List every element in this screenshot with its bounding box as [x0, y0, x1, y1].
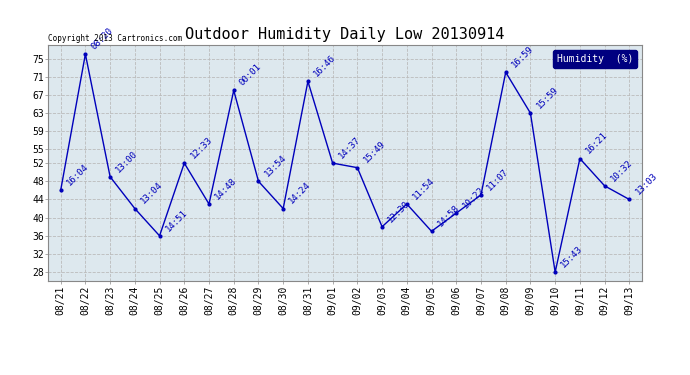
Text: 13:54: 13:54: [263, 153, 288, 178]
Text: 12:33: 12:33: [188, 135, 214, 160]
Text: 13:00: 13:00: [115, 148, 139, 174]
Text: 15:59: 15:59: [535, 85, 560, 110]
Text: 14:58: 14:58: [435, 203, 461, 228]
Text: 15:49: 15:49: [362, 140, 387, 165]
Text: 10:32: 10:32: [609, 158, 634, 183]
Text: 16:59: 16:59: [510, 44, 535, 69]
Text: 08:20: 08:20: [90, 26, 115, 51]
Text: 11:54: 11:54: [411, 176, 436, 201]
Text: 14:51: 14:51: [164, 208, 189, 233]
Text: 16:21: 16:21: [584, 130, 609, 156]
Text: 14:48: 14:48: [213, 176, 239, 201]
Text: 13:04: 13:04: [139, 180, 164, 206]
Text: 14:37: 14:37: [337, 135, 362, 160]
Text: 16:04: 16:04: [65, 162, 90, 188]
Text: 14:24: 14:24: [287, 180, 313, 206]
Legend: Humidity  (%): Humidity (%): [553, 50, 637, 68]
Text: 15:43: 15:43: [560, 244, 584, 269]
Title: Outdoor Humidity Daily Low 20130914: Outdoor Humidity Daily Low 20130914: [186, 27, 504, 42]
Text: Copyright 2013 Cartronics.com: Copyright 2013 Cartronics.com: [48, 34, 182, 43]
Text: 13:03: 13:03: [633, 171, 659, 197]
Text: 10:22: 10:22: [460, 185, 486, 210]
Text: 00:01: 00:01: [238, 62, 264, 88]
Text: 11:07: 11:07: [485, 167, 511, 192]
Text: 12:30: 12:30: [386, 199, 412, 224]
Text: 16:46: 16:46: [312, 53, 337, 79]
